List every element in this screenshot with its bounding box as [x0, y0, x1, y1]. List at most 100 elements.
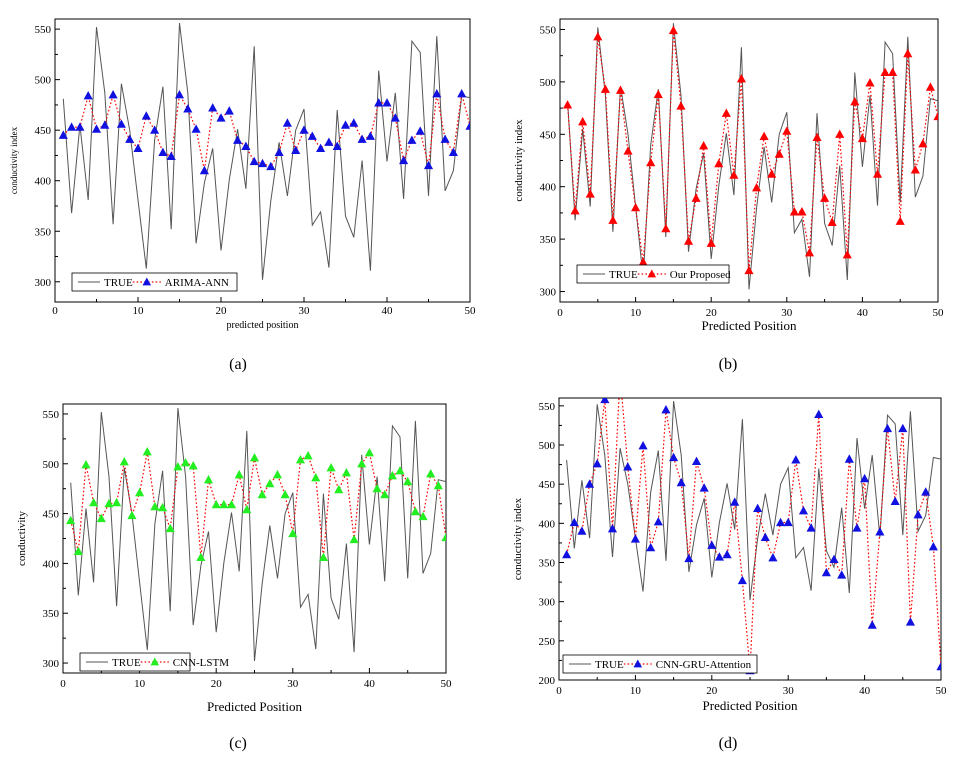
- predicted-point-marker: [332, 141, 342, 150]
- predicted-series-line: [567, 30, 938, 271]
- predicted-point-marker: [112, 497, 122, 507]
- legend-box: [71, 272, 238, 292]
- predicted-point-marker: [465, 121, 470, 130]
- predicted-point-marker: [653, 89, 663, 99]
- predicted-point-marker: [265, 478, 275, 488]
- predicted-point-marker: [646, 542, 656, 552]
- y-tick-label: 450: [539, 479, 556, 491]
- true-series-line: [566, 401, 941, 601]
- predicted-point-marker: [433, 480, 443, 490]
- predicted-point-marker: [857, 133, 867, 143]
- chart-panel-d: (d) 0 10 20 30 40 50 200 250 300 350 400 450 500 550 P…: [512, 370, 948, 752]
- panel-label-d: (d): [719, 735, 738, 752]
- predicted-point-marker: [736, 73, 746, 83]
- predicted-point-marker: [341, 467, 351, 477]
- predicted-point-marker: [441, 532, 446, 542]
- predicted-point-marker: [316, 143, 326, 152]
- predicted-point-marker: [66, 515, 76, 525]
- predicted-point-marker: [768, 553, 778, 562]
- x-tick-label: 50: [441, 678, 453, 690]
- x-tick-label: 40: [382, 305, 394, 317]
- y-tick-label: 400: [43, 558, 60, 570]
- y-axis-label: conductivity: [16, 511, 28, 566]
- x-tick-label: 30: [783, 685, 795, 697]
- plot-area: [58, 22, 470, 280]
- y-tick-label: 500: [539, 440, 556, 452]
- predicted-point-marker: [569, 517, 579, 527]
- predicted-point-marker: [842, 250, 852, 259]
- predicted-point-marker: [570, 206, 580, 215]
- predicted-point-marker: [744, 265, 754, 275]
- legend-marker-predicted: [647, 269, 657, 278]
- x-tick-label: 40: [857, 307, 869, 319]
- predicted-point-marker: [272, 469, 283, 479]
- legend-label-true: TRUE: [595, 659, 624, 671]
- predicted-point-marker: [880, 67, 890, 77]
- predicted-point-marker: [691, 193, 701, 202]
- predicted-point-marker: [676, 101, 686, 110]
- predicted-point-marker: [226, 499, 237, 509]
- y-tick-label: 250: [539, 636, 556, 648]
- predicted-point-marker: [127, 510, 137, 520]
- predicted-point-marker: [104, 498, 114, 508]
- x-tick-label: 0: [556, 685, 562, 697]
- predicted-point-marker: [730, 497, 740, 506]
- predicted-point-marker: [910, 165, 920, 174]
- plot-area: [66, 407, 446, 662]
- predicted-point-marker: [233, 135, 243, 144]
- predicted-point-marker: [691, 456, 702, 466]
- chart-legend: TRUE CNN-LSTM: [79, 652, 229, 672]
- predicted-point-marker: [782, 126, 792, 135]
- predicted-point-marker: [714, 158, 724, 168]
- predicted-point-marker: [432, 88, 442, 98]
- predicted-point-marker: [242, 504, 252, 514]
- predicted-point-marker: [196, 552, 206, 562]
- predicted-point-marker: [789, 207, 799, 216]
- predicted-point-marker: [410, 506, 420, 516]
- predicted-point-marker: [905, 617, 915, 626]
- predicted-point-marker: [58, 130, 68, 139]
- predicted-series-line: [70, 451, 446, 558]
- predicted-point-marker: [661, 404, 671, 414]
- legend-label-predicted: CNN-GRU-Attention: [656, 659, 752, 671]
- predicted-point-marker: [303, 451, 313, 460]
- predicted-point-marker: [668, 25, 678, 35]
- y-axis-label: conductivity index: [9, 126, 19, 194]
- predicted-point-marker: [326, 462, 336, 472]
- predicted-point-marker: [806, 523, 816, 532]
- predicted-point-marker: [820, 193, 830, 202]
- panel-label-b: (b): [719, 356, 738, 373]
- y-tick-label: 550: [540, 24, 557, 36]
- predicted-point-marker: [638, 440, 648, 450]
- predicted-point-marker: [318, 552, 328, 562]
- predicted-point-marker: [374, 98, 384, 107]
- predicted-point-marker: [380, 489, 390, 499]
- predicted-point-marker: [608, 215, 618, 224]
- y-tick-label: 450: [540, 129, 557, 141]
- predicted-point-marker: [753, 503, 763, 513]
- predicted-point-marker: [288, 528, 298, 538]
- predicted-point-marker: [75, 122, 85, 131]
- x-tick-label: 50: [936, 685, 948, 697]
- x-tick-label: 10: [134, 678, 146, 690]
- predicted-point-marker: [616, 370, 625, 378]
- x-axis-label: Predicted Position: [702, 318, 797, 333]
- x-tick-label: 0: [52, 305, 58, 317]
- predicted-point-marker: [334, 484, 344, 494]
- y-tick-label: 350: [35, 226, 52, 238]
- predicted-point-marker: [774, 149, 784, 158]
- predicted-point-marker: [291, 145, 301, 154]
- predicted-point-marker: [174, 90, 185, 99]
- predicted-point-marker: [188, 460, 198, 470]
- true-series-line: [70, 407, 446, 662]
- legend-marker-predicted: [150, 657, 160, 666]
- predicted-point-marker: [767, 169, 777, 178]
- x-tick-label: 40: [364, 678, 376, 690]
- y-tick-label: 550: [43, 409, 60, 421]
- plot-area: [563, 23, 938, 290]
- predicted-point-marker: [918, 138, 928, 148]
- y-tick-label: 300: [540, 287, 557, 299]
- y-axis-label: conductivity index: [513, 119, 525, 202]
- x-tick-label: 50: [933, 307, 945, 319]
